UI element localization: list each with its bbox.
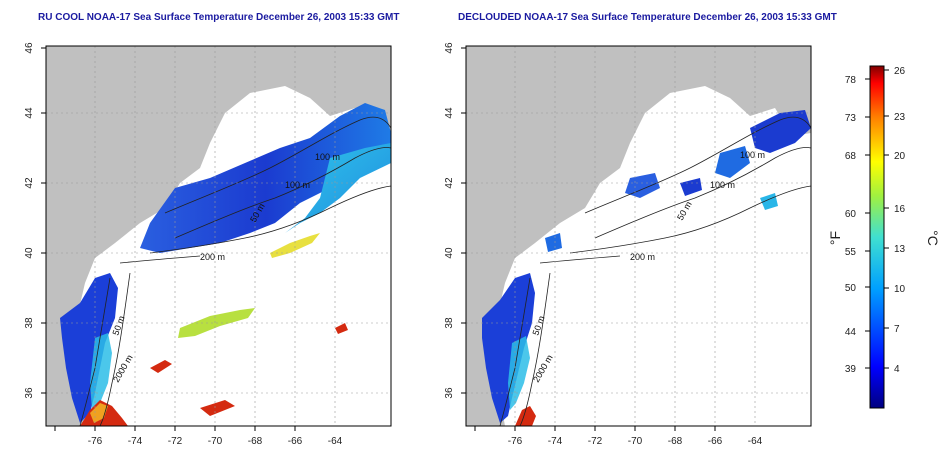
lat-tick-label: 46: [24, 42, 35, 54]
land-mass: [46, 46, 391, 426]
sst-warm-gulfstream: [515, 406, 536, 426]
colorbar-f-tick: 55: [845, 247, 857, 258]
lat-tick-label: 36: [24, 387, 35, 399]
lon-tick-label: -72: [168, 436, 183, 447]
colorbar-c-tick: 7: [894, 324, 900, 335]
colorbar-f-tick: 60: [845, 209, 857, 220]
contour-label-100m-b: 100 m: [710, 180, 735, 190]
colorbar-c-tick: 13: [894, 244, 906, 255]
colorbar-f-tick: 50: [845, 283, 857, 294]
lon-tick-label: -66: [288, 436, 303, 447]
lat-tick-label: 40: [24, 247, 35, 259]
sst-cold-band: [140, 103, 391, 253]
land-mass: [466, 46, 811, 426]
sst-shelf-cyan: [90, 333, 112, 410]
map-title-right: DECLOUDED NOAA-17 Sea Surface Temperatur…: [458, 12, 837, 23]
lon-tick-label: -70: [208, 436, 223, 447]
contour-label-100m-b: 100 m: [285, 180, 310, 190]
lon-tick-label: -74: [128, 436, 143, 447]
sst-coastal-shelf: [60, 273, 118, 423]
sst-map-ru-cool: 100 m 100 m 50 m 200 m 50 m 2000 m -76 -…: [24, 42, 392, 447]
lon-tick-label: -74: [548, 436, 563, 447]
temperature-colorbar: 78 73 68 60 55 50 44 39 26 23 20 16 13 1…: [830, 65, 941, 409]
lon-tick-label: -66: [708, 436, 723, 447]
colorbar-c-tick: 16: [894, 204, 906, 215]
lon-tick-label: -68: [668, 436, 683, 447]
colorbar-f-tick: 73: [845, 113, 857, 124]
lon-tick-label: -72: [588, 436, 603, 447]
colorbar-c-tick: 23: [894, 112, 906, 123]
lon-tick-label: -68: [248, 436, 263, 447]
colorbar-c-tick: 10: [894, 284, 906, 295]
contour-label-100m-a: 100 m: [740, 150, 765, 160]
lat-tick-label: 42: [24, 177, 35, 189]
lat-tick-label: 38: [24, 317, 35, 329]
colorbar-f-tick: 44: [845, 327, 857, 338]
sst-cold-patch: [750, 110, 811, 153]
lat-tick-label: 38: [444, 317, 455, 329]
contour-label-200m: 200 m: [630, 252, 655, 262]
lat-tick-label: 40: [444, 247, 455, 259]
bathymetry-contours: [79, 116, 391, 426]
colorbar-f-tick: 68: [845, 151, 857, 162]
lon-tick-label: -64: [328, 436, 343, 447]
lon-tick-label: -70: [628, 436, 643, 447]
colorbar-c-tick: 26: [894, 66, 906, 77]
lat-tick-label: 36: [444, 387, 455, 399]
lon-tick-label: -76: [508, 436, 523, 447]
colorbar-f-tick: 39: [845, 364, 857, 375]
sst-map-declouded: 100 m 100 m 50 m 200 m 50 m 2000 m -76 -…: [444, 42, 812, 447]
map-title-left: RU COOL NOAA-17 Sea Surface Temperature …: [38, 12, 400, 23]
colorbar-unit-c: °C: [925, 230, 941, 246]
colorbar-c-tick: 4: [894, 364, 900, 375]
lon-tick-label: -76: [88, 436, 103, 447]
colorbar-unit-f: °F: [830, 231, 843, 245]
contour-label-100m-a: 100 m: [315, 152, 340, 162]
colorbar-c-tick: 20: [894, 151, 906, 162]
lat-tick-label: 42: [444, 177, 455, 189]
sst-mid-band: [285, 143, 391, 233]
lat-tick-label: 44: [24, 107, 35, 119]
lat-tick-label: 46: [444, 42, 455, 54]
contour-label-200m: 200 m: [200, 252, 225, 262]
lat-tick-label: 44: [444, 107, 455, 119]
colorbar-f-tick: 78: [845, 75, 857, 86]
colorbar-gradient: [869, 65, 885, 409]
sst-coastal-shelf: [482, 273, 535, 423]
lon-tick-label: -64: [748, 436, 763, 447]
